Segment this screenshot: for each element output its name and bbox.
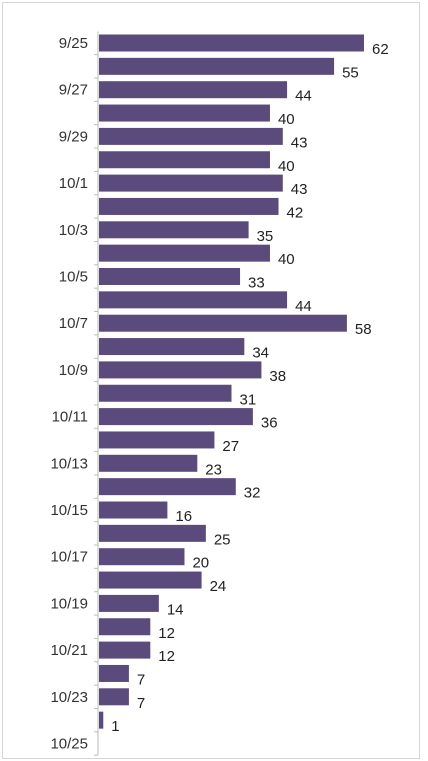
value-label-10-4: 40 <box>278 251 295 268</box>
value-label-10-5: 33 <box>248 275 265 292</box>
bar-10-15 <box>99 501 168 519</box>
bar-10-5 <box>99 268 241 285</box>
tick-label-9-29: 9/29 <box>59 128 88 145</box>
value-label-9-29: 43 <box>291 134 308 151</box>
tick-label-10-23: 10/23 <box>50 689 88 706</box>
bar-9-27 <box>99 81 288 99</box>
tick-label-10-9: 10/9 <box>59 362 88 379</box>
bar-10-16 <box>99 524 206 542</box>
bar-10-18 <box>99 571 202 589</box>
bar-10-14 <box>99 478 236 496</box>
tick-label-10-19: 10/19 <box>50 595 88 612</box>
bar-10-22 <box>99 664 129 682</box>
value-label-10-19: 14 <box>167 601 184 618</box>
tick-label-10-15: 10/15 <box>50 502 88 519</box>
value-label-10-9: 38 <box>269 368 286 385</box>
tick-label-10-11: 10/11 <box>52 409 88 426</box>
value-label-10-7: 58 <box>355 321 372 338</box>
value-label-10-20: 12 <box>158 625 175 642</box>
bar-10-9 <box>99 361 262 379</box>
tick-label-9-27: 9/27 <box>59 82 88 99</box>
bar-10-20 <box>99 618 151 636</box>
tick-label-10-21: 10/21 <box>50 642 88 659</box>
value-label-9-26: 55 <box>342 64 359 81</box>
bar-10-13 <box>99 454 198 472</box>
bar-10-17 <box>99 548 185 566</box>
value-label-9-28: 40 <box>278 111 295 128</box>
value-label-10-18: 24 <box>210 578 227 595</box>
value-label-10-24: 1 <box>111 718 119 735</box>
value-label-10-14: 32 <box>244 485 261 502</box>
tick-label-10-25: 10/25 <box>50 736 88 753</box>
value-label-10-15: 16 <box>175 508 192 525</box>
bar-9-28 <box>99 104 270 122</box>
bar-10-3 <box>99 221 249 239</box>
bar-10-10 <box>99 384 232 402</box>
bar-10-19 <box>99 594 159 612</box>
bar-9-25 <box>99 34 364 52</box>
chart-frame: 9/25 62 55 9/27 44 40 9/29 43 40 10/1 43 42 10/3 35 40… <box>2 2 420 759</box>
value-label-10-1: 43 <box>291 181 308 198</box>
value-label-10-11: 36 <box>261 415 278 432</box>
value-label-10-10: 31 <box>240 391 257 408</box>
value-label-10-21: 12 <box>158 648 175 665</box>
bar-10-6 <box>99 291 288 309</box>
tick-label-10-5: 10/5 <box>59 269 88 286</box>
value-label-10-23: 7 <box>137 695 145 712</box>
value-label-10-16: 25 <box>214 531 231 548</box>
bar-10-7 <box>99 314 347 332</box>
value-label-10-13: 23 <box>205 461 222 478</box>
value-label-9-27: 44 <box>295 88 312 105</box>
value-label-10-12: 27 <box>222 438 239 455</box>
value-label-10-17: 20 <box>192 555 209 572</box>
bar-10-8 <box>99 338 245 356</box>
value-label-9-30: 40 <box>278 158 295 175</box>
value-label-9-25: 62 <box>372 41 389 58</box>
value-label-10-2: 42 <box>287 204 304 221</box>
bar-10-12 <box>99 431 215 449</box>
bar-9-26 <box>99 57 335 75</box>
bar-10-21 <box>99 641 151 659</box>
bar-10-2 <box>99 197 279 215</box>
tick-label-10-13: 10/13 <box>50 455 88 472</box>
bar-10-23 <box>99 688 129 706</box>
tick-label-10-7: 10/7 <box>59 315 88 332</box>
bar-10-4 <box>99 244 270 262</box>
tick-label-10-17: 10/17 <box>50 549 88 566</box>
bar-9-30 <box>99 151 270 169</box>
value-label-10-22: 7 <box>137 671 145 688</box>
bar-10-24 <box>99 711 104 729</box>
bar-9-29 <box>99 127 283 145</box>
bar-10-1 <box>99 174 283 192</box>
value-label-10-8: 34 <box>252 345 269 362</box>
value-label-10-3: 35 <box>257 228 274 245</box>
value-label-10-6: 44 <box>295 298 312 315</box>
bar-10-11 <box>99 408 253 426</box>
tick-label-10-1: 10/1 <box>59 175 88 192</box>
tick-label-10-3: 10/3 <box>59 222 88 239</box>
tick-label-9-25: 9/25 <box>59 35 88 52</box>
